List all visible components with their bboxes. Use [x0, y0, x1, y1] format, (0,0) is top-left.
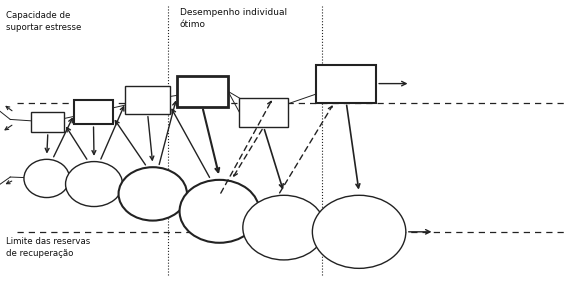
Bar	[177, 76, 228, 107]
Bar	[31, 112, 64, 132]
Ellipse shape	[312, 195, 406, 268]
Ellipse shape	[119, 167, 187, 221]
Ellipse shape	[180, 180, 259, 243]
Bar	[74, 100, 113, 124]
Ellipse shape	[66, 162, 123, 207]
Text: Limite das reservas
de recuperação: Limite das reservas de recuperação	[6, 237, 90, 258]
Text: Capacidade de
suportar estresse: Capacidade de suportar estresse	[6, 11, 81, 32]
Bar	[125, 86, 170, 114]
Bar	[316, 65, 376, 103]
Text: Desempenho individual
ótimo: Desempenho individual ótimo	[180, 8, 287, 29]
Bar	[239, 98, 288, 127]
Ellipse shape	[24, 159, 70, 198]
Ellipse shape	[243, 195, 325, 260]
